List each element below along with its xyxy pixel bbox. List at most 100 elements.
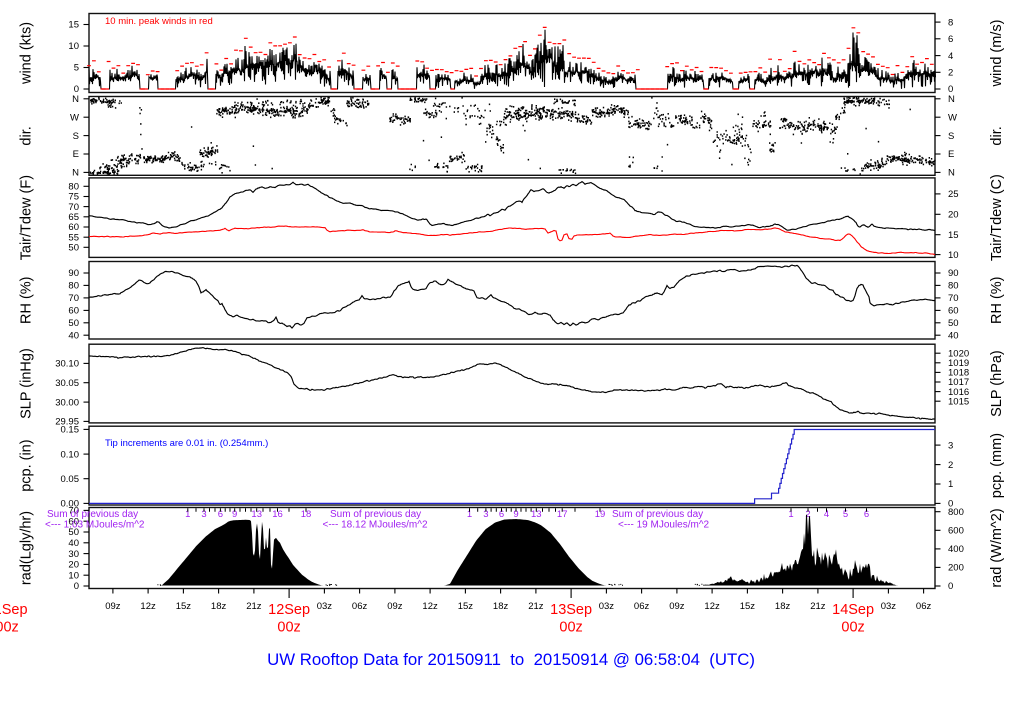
- svg-text:SLP (hPa): SLP (hPa): [989, 350, 1005, 417]
- svg-text:03z: 03z: [599, 601, 615, 612]
- svg-text:Sum of previous day: Sum of previous day: [330, 509, 421, 520]
- svg-text:03z: 03z: [317, 601, 333, 612]
- svg-text:10 min. peak winds in red: 10 min. peak winds in red: [105, 16, 213, 27]
- svg-text:Tair/Tdew (C): Tair/Tdew (C): [989, 174, 1005, 261]
- svg-text:W: W: [948, 112, 957, 123]
- svg-text:25: 25: [948, 189, 959, 200]
- svg-text:4: 4: [948, 51, 953, 62]
- svg-text:2: 2: [948, 460, 953, 471]
- svg-text:10: 10: [68, 570, 79, 581]
- svg-text:00z: 00z: [559, 620, 582, 636]
- svg-text:6: 6: [218, 509, 223, 520]
- svg-text:4: 4: [824, 509, 829, 520]
- svg-text:30.10: 30.10: [55, 359, 79, 370]
- svg-text:1: 1: [788, 509, 793, 520]
- svg-text:00z: 00z: [841, 620, 864, 636]
- svg-text:06z: 06z: [352, 601, 368, 612]
- svg-text:21z: 21z: [246, 601, 262, 612]
- svg-text:N: N: [948, 94, 955, 105]
- svg-text:6: 6: [864, 509, 869, 520]
- svg-text:SLP (inHg): SLP (inHg): [19, 348, 35, 419]
- svg-text:S: S: [948, 131, 954, 142]
- svg-text:<--- 1.03 MJoules/m^2: <--- 1.03 MJoules/m^2: [45, 520, 145, 531]
- svg-text:75: 75: [68, 192, 79, 203]
- svg-text:8: 8: [948, 17, 953, 28]
- svg-text:pcp. (in): pcp. (in): [19, 439, 35, 491]
- svg-text:70: 70: [948, 293, 959, 304]
- svg-text:30.00: 30.00: [55, 397, 79, 408]
- svg-text:600: 600: [948, 526, 964, 537]
- svg-text:E: E: [948, 149, 954, 160]
- svg-text:W: W: [70, 112, 79, 123]
- svg-text:70: 70: [68, 202, 79, 213]
- svg-text:50: 50: [68, 527, 79, 538]
- svg-text:6: 6: [948, 34, 953, 45]
- svg-text:13Sep: 13Sep: [550, 602, 592, 618]
- svg-text:2: 2: [805, 509, 810, 520]
- svg-text:12Sep: 12Sep: [268, 602, 310, 618]
- svg-text:5: 5: [74, 63, 79, 74]
- svg-text:1018: 1018: [948, 368, 969, 379]
- svg-text:65: 65: [68, 212, 79, 223]
- svg-text:dir.: dir.: [19, 126, 35, 145]
- svg-text:17: 17: [557, 509, 568, 520]
- svg-text:90: 90: [68, 268, 79, 279]
- svg-text:UW Rooftop Data for 20150911: UW Rooftop Data for 20150911 to 20150914…: [267, 650, 755, 669]
- svg-text:20: 20: [948, 210, 959, 221]
- svg-text:E: E: [73, 149, 79, 160]
- svg-text:12z: 12z: [704, 601, 720, 612]
- svg-text:11Sep: 11Sep: [0, 602, 28, 618]
- svg-text:1: 1: [948, 479, 953, 490]
- svg-text:50: 50: [68, 243, 79, 254]
- svg-text:20: 20: [68, 560, 79, 571]
- svg-text:06z: 06z: [916, 601, 932, 612]
- svg-text:09z: 09z: [669, 601, 685, 612]
- svg-text:0: 0: [74, 84, 79, 95]
- svg-text:12z: 12z: [422, 601, 438, 612]
- svg-text:18z: 18z: [493, 601, 509, 612]
- svg-text:wind (m/s): wind (m/s): [989, 20, 1005, 88]
- svg-text:15z: 15z: [740, 601, 756, 612]
- svg-text:pcp. (mm): pcp. (mm): [989, 433, 1005, 498]
- svg-text:18z: 18z: [775, 601, 791, 612]
- svg-text:0: 0: [74, 581, 79, 592]
- svg-text:rad (W/m^2): rad (W/m^2): [989, 508, 1005, 587]
- svg-text:10: 10: [68, 41, 79, 52]
- svg-text:1019: 1019: [948, 358, 969, 369]
- svg-text:30.05: 30.05: [55, 378, 79, 389]
- svg-text:RH (%): RH (%): [19, 276, 35, 324]
- svg-text:60: 60: [68, 222, 79, 233]
- svg-text:dir.: dir.: [989, 126, 1005, 145]
- svg-text:rad(Lgly/hr): rad(Lgly/hr): [19, 511, 35, 585]
- svg-text:80: 80: [948, 281, 959, 292]
- svg-text:55: 55: [68, 232, 79, 243]
- svg-text:0: 0: [948, 84, 953, 95]
- svg-text:N: N: [72, 168, 79, 179]
- svg-text:0.15: 0.15: [61, 425, 80, 436]
- svg-text:0.05: 0.05: [61, 474, 80, 485]
- svg-text:18z: 18z: [211, 601, 227, 612]
- svg-text:16: 16: [272, 509, 283, 520]
- svg-text:60: 60: [68, 306, 79, 317]
- svg-text:2: 2: [948, 68, 953, 79]
- svg-text:<--- 18.12 MJoules/m^2: <--- 18.12 MJoules/m^2: [323, 520, 428, 531]
- svg-text:29.95: 29.95: [55, 417, 79, 428]
- svg-text:Tair/Tdew (F): Tair/Tdew (F): [19, 175, 35, 260]
- svg-text:80: 80: [68, 182, 79, 193]
- svg-text:50: 50: [68, 318, 79, 329]
- svg-text:1: 1: [467, 509, 472, 520]
- svg-text:21z: 21z: [528, 601, 544, 612]
- svg-text:1016: 1016: [948, 387, 969, 398]
- svg-text:400: 400: [948, 544, 964, 555]
- svg-text:09z: 09z: [387, 601, 403, 612]
- svg-text:200: 200: [948, 563, 964, 574]
- svg-text:N: N: [948, 168, 955, 179]
- svg-text:0.10: 0.10: [61, 449, 80, 460]
- svg-text:40: 40: [68, 538, 79, 549]
- svg-text:00z: 00z: [0, 620, 19, 636]
- svg-text:3: 3: [483, 509, 488, 520]
- svg-text:0: 0: [948, 499, 953, 510]
- svg-text:N: N: [72, 94, 79, 105]
- svg-text:9: 9: [513, 509, 518, 520]
- svg-text:Sum of previous day: Sum of previous day: [612, 509, 703, 520]
